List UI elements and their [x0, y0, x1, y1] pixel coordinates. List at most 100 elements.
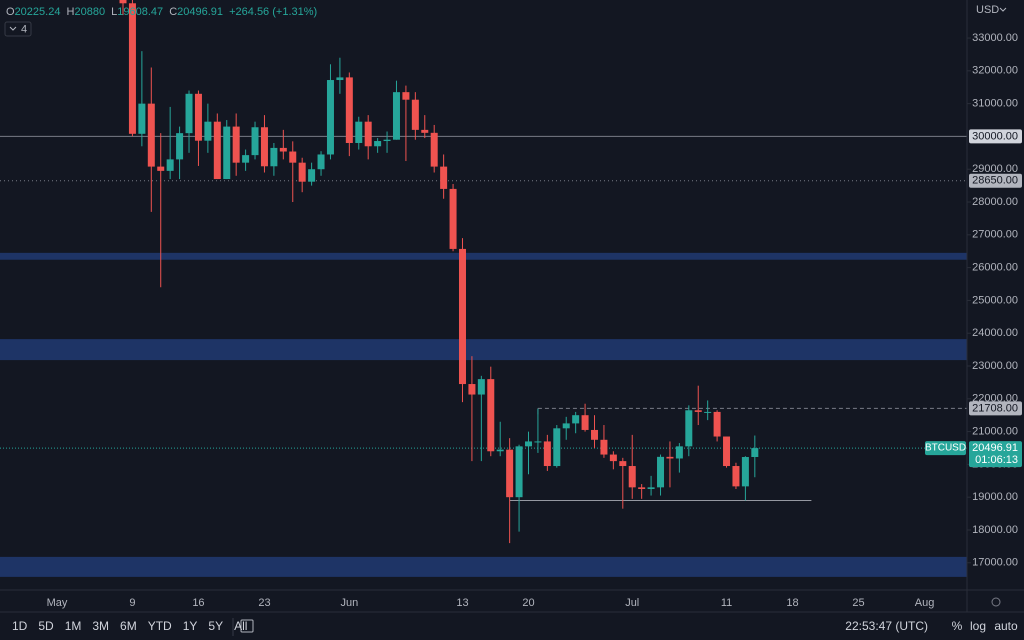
candle-body: [355, 121, 363, 143]
scale-button[interactable]: %: [952, 619, 963, 633]
candle-body: [581, 415, 589, 430]
price-label: 30000.00: [972, 130, 1018, 142]
x-tick-label: 23: [258, 597, 270, 609]
y-tick-label: 17000.00: [972, 557, 1018, 569]
settings-icon[interactable]: [991, 597, 1001, 607]
high-value: 20880: [74, 6, 105, 18]
y-tick-label: 18000.00: [972, 524, 1018, 536]
candle-body: [326, 80, 334, 155]
candle-body: [138, 103, 146, 134]
candle-body: [336, 77, 344, 81]
candle-body: [553, 428, 561, 467]
open-value: 20225.24: [15, 6, 61, 18]
candle-body: [421, 129, 429, 133]
low-value: 19608.47: [117, 6, 163, 18]
candle-body: [430, 132, 438, 167]
timeframe-button[interactable]: 1M: [65, 619, 82, 633]
candle-body: [732, 466, 740, 487]
candle-body: [685, 410, 693, 447]
x-tick-label: 9: [129, 597, 135, 609]
candle-body: [741, 457, 749, 487]
candle-body: [657, 456, 665, 488]
scale-button[interactable]: auto: [994, 619, 1018, 633]
candle-body: [487, 379, 495, 452]
candle-body: [317, 154, 325, 170]
zone: [0, 339, 967, 361]
timeframe-button[interactable]: 5D: [38, 619, 54, 633]
candle-body: [298, 162, 306, 182]
candle-body: [506, 449, 514, 498]
y-tick-label: 32000.00: [972, 65, 1018, 77]
candle-body: [591, 429, 599, 440]
candle-body: [157, 166, 165, 171]
scale-button[interactable]: log: [970, 619, 986, 633]
timeframe-button[interactable]: All: [234, 619, 247, 633]
candle-body: [694, 410, 702, 412]
candle-body: [232, 126, 240, 163]
y-tick-label: 27000.00: [972, 229, 1018, 241]
y-tick-label: 29000.00: [972, 163, 1018, 175]
last-price-box: [969, 441, 1022, 468]
date-range-icon[interactable]: [240, 619, 254, 633]
candle-body: [619, 461, 627, 467]
candle-body: [562, 423, 570, 429]
last-price-label: 20496.91: [972, 442, 1018, 454]
candle-body: [572, 415, 580, 424]
indicator-toggle[interactable]: [4, 21, 32, 37]
timeframe-button[interactable]: 5Y: [208, 619, 223, 633]
candle-body: [751, 448, 759, 458]
y-tick-label: 28000.00: [972, 196, 1018, 208]
y-tick-label: 23000.00: [972, 360, 1018, 372]
timeframe-button[interactable]: YTD: [148, 619, 172, 633]
candle-body: [704, 411, 712, 413]
candle-body: [496, 449, 504, 452]
indicator-count: 4: [21, 23, 27, 35]
y-tick-label: 19000.00: [972, 491, 1018, 503]
price-label-box: [969, 129, 1022, 144]
candle-body: [242, 155, 250, 163]
plot-area: [0, 0, 967, 577]
x-tick-label: 13: [456, 597, 468, 609]
price-label-box: [969, 401, 1022, 416]
candle-body: [440, 166, 448, 189]
x-tick-label: 18: [786, 597, 798, 609]
y-tick-label: 24000.00: [972, 327, 1018, 339]
y-tick-label: 21000.00: [972, 426, 1018, 438]
x-tick-label: 20: [522, 597, 534, 609]
timeframe-button[interactable]: 6M: [120, 619, 137, 633]
candle-body: [383, 139, 391, 142]
currency-label[interactable]: USD: [976, 4, 999, 16]
y-tick-label: 31000.00: [972, 98, 1018, 110]
y-tick-label: 26000.00: [972, 262, 1018, 274]
candle-body: [364, 121, 372, 147]
price-label-box: [969, 173, 1022, 188]
clock: 22:53:47 (UTC): [845, 619, 928, 633]
candle-body: [647, 487, 655, 489]
candle-body: [515, 446, 523, 498]
candle-body: [723, 436, 731, 467]
symbol-box: [925, 441, 966, 456]
candle-body: [468, 384, 476, 395]
candle-body: [374, 141, 382, 147]
candle-body: [534, 441, 542, 443]
candle-body: [185, 93, 193, 134]
candle-body: [392, 92, 400, 140]
candle-body: [289, 151, 297, 163]
timeframe-button[interactable]: 1D: [12, 619, 28, 633]
zone: [0, 556, 967, 577]
candle-body: [260, 127, 268, 167]
candle-body: [638, 487, 646, 489]
candle-body: [458, 248, 466, 385]
candle-body: [449, 188, 457, 249]
candle-body: [525, 441, 532, 447]
price-label: 28650.00: [972, 175, 1018, 187]
candle-body: [119, 0, 127, 4]
candle-body: [128, 3, 136, 134]
candle-body: [223, 126, 231, 180]
chevron-icon: [9, 26, 17, 31]
timeframe-button[interactable]: 1Y: [183, 619, 198, 633]
timeframe-button[interactable]: 3M: [92, 619, 109, 633]
candle-body: [411, 99, 419, 130]
